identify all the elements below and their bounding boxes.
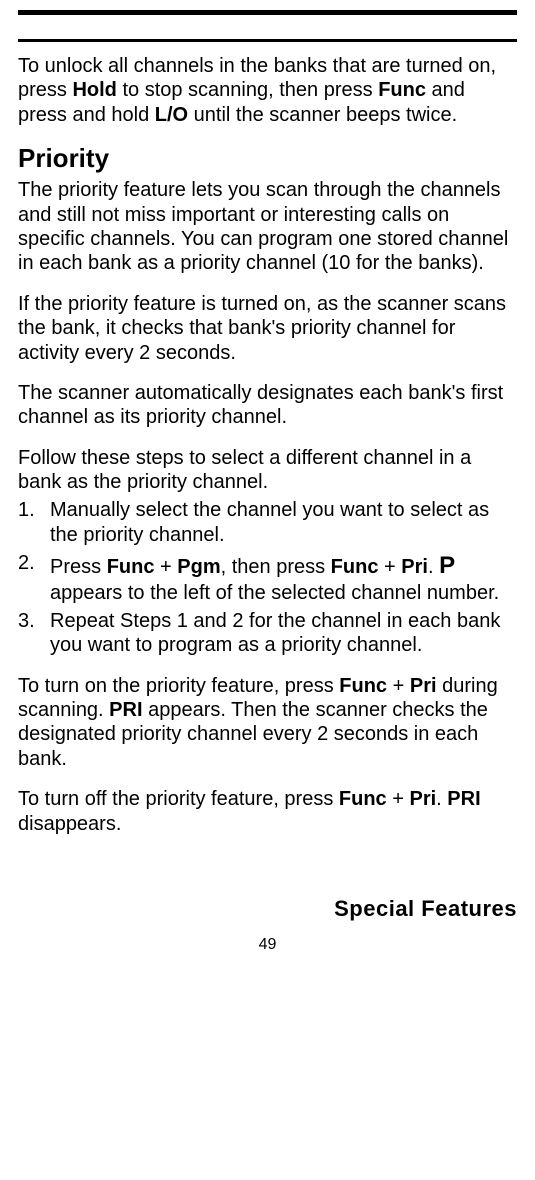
step-number: 2. bbox=[18, 551, 50, 605]
indicator-pri: PRI bbox=[447, 788, 480, 810]
key-pri: Pri bbox=[410, 675, 437, 697]
text: To turn off the priority feature, press bbox=[18, 788, 339, 810]
text: . bbox=[428, 556, 439, 578]
text: . bbox=[436, 788, 447, 810]
turn-off-paragraph: To turn off the priority feature, press … bbox=[18, 787, 517, 836]
key-func: Func bbox=[107, 556, 155, 578]
turn-on-paragraph: To turn on the priority feature, press F… bbox=[18, 674, 517, 772]
text: + bbox=[154, 556, 177, 578]
page-number: 49 bbox=[18, 936, 517, 954]
text: + bbox=[387, 675, 410, 697]
text: to stop scanning, then press bbox=[117, 79, 378, 101]
text: appears to the left of the selected chan… bbox=[50, 582, 499, 604]
step-number: 1. bbox=[18, 498, 50, 547]
text: , then press bbox=[221, 556, 331, 578]
top-rule-thin bbox=[18, 39, 517, 42]
steps-list: 1. Manually select the channel you want … bbox=[18, 498, 517, 657]
section-footer: Special Features bbox=[18, 896, 517, 922]
step-number: 3. bbox=[18, 609, 50, 658]
step-text: Repeat Steps 1 and 2 for the channel in … bbox=[50, 609, 517, 658]
key-pri: Pri bbox=[409, 788, 436, 810]
text: Press bbox=[50, 556, 107, 578]
step-text: Press Func + Pgm, then press Func + Pri.… bbox=[50, 551, 517, 605]
indicator-pri: PRI bbox=[109, 699, 142, 721]
priority-steps-intro: Follow these steps to select a different… bbox=[18, 446, 517, 495]
text: + bbox=[387, 788, 410, 810]
text: disappears. bbox=[18, 813, 121, 835]
key-pri: Pri bbox=[401, 556, 428, 578]
step-1: 1. Manually select the channel you want … bbox=[18, 498, 517, 547]
key-lo: L/O bbox=[155, 104, 188, 126]
step-3: 3. Repeat Steps 1 and 2 for the channel … bbox=[18, 609, 517, 658]
priority-desc-1: The priority feature lets you scan throu… bbox=[18, 178, 517, 276]
top-rule-thick bbox=[18, 10, 517, 15]
step-text: Manually select the channel you want to … bbox=[50, 498, 517, 547]
priority-desc-2: If the priority feature is turned on, as… bbox=[18, 292, 517, 365]
key-pgm: Pgm bbox=[177, 556, 220, 578]
step-2: 2. Press Func + Pgm, then press Func + P… bbox=[18, 551, 517, 605]
text: To turn on the priority feature, press bbox=[18, 675, 339, 697]
key-func: Func bbox=[339, 788, 387, 810]
text: until the scanner beeps twice. bbox=[188, 104, 457, 126]
key-func: Func bbox=[378, 79, 426, 101]
key-func: Func bbox=[331, 556, 379, 578]
priority-desc-3: The scanner automatically designates eac… bbox=[18, 381, 517, 430]
priority-heading: Priority bbox=[18, 143, 517, 174]
key-func: Func bbox=[339, 675, 387, 697]
text: + bbox=[378, 556, 401, 578]
indicator-p: P bbox=[439, 552, 455, 579]
key-hold: Hold bbox=[72, 79, 116, 101]
intro-paragraph: To unlock all channels in the banks that… bbox=[18, 54, 517, 127]
